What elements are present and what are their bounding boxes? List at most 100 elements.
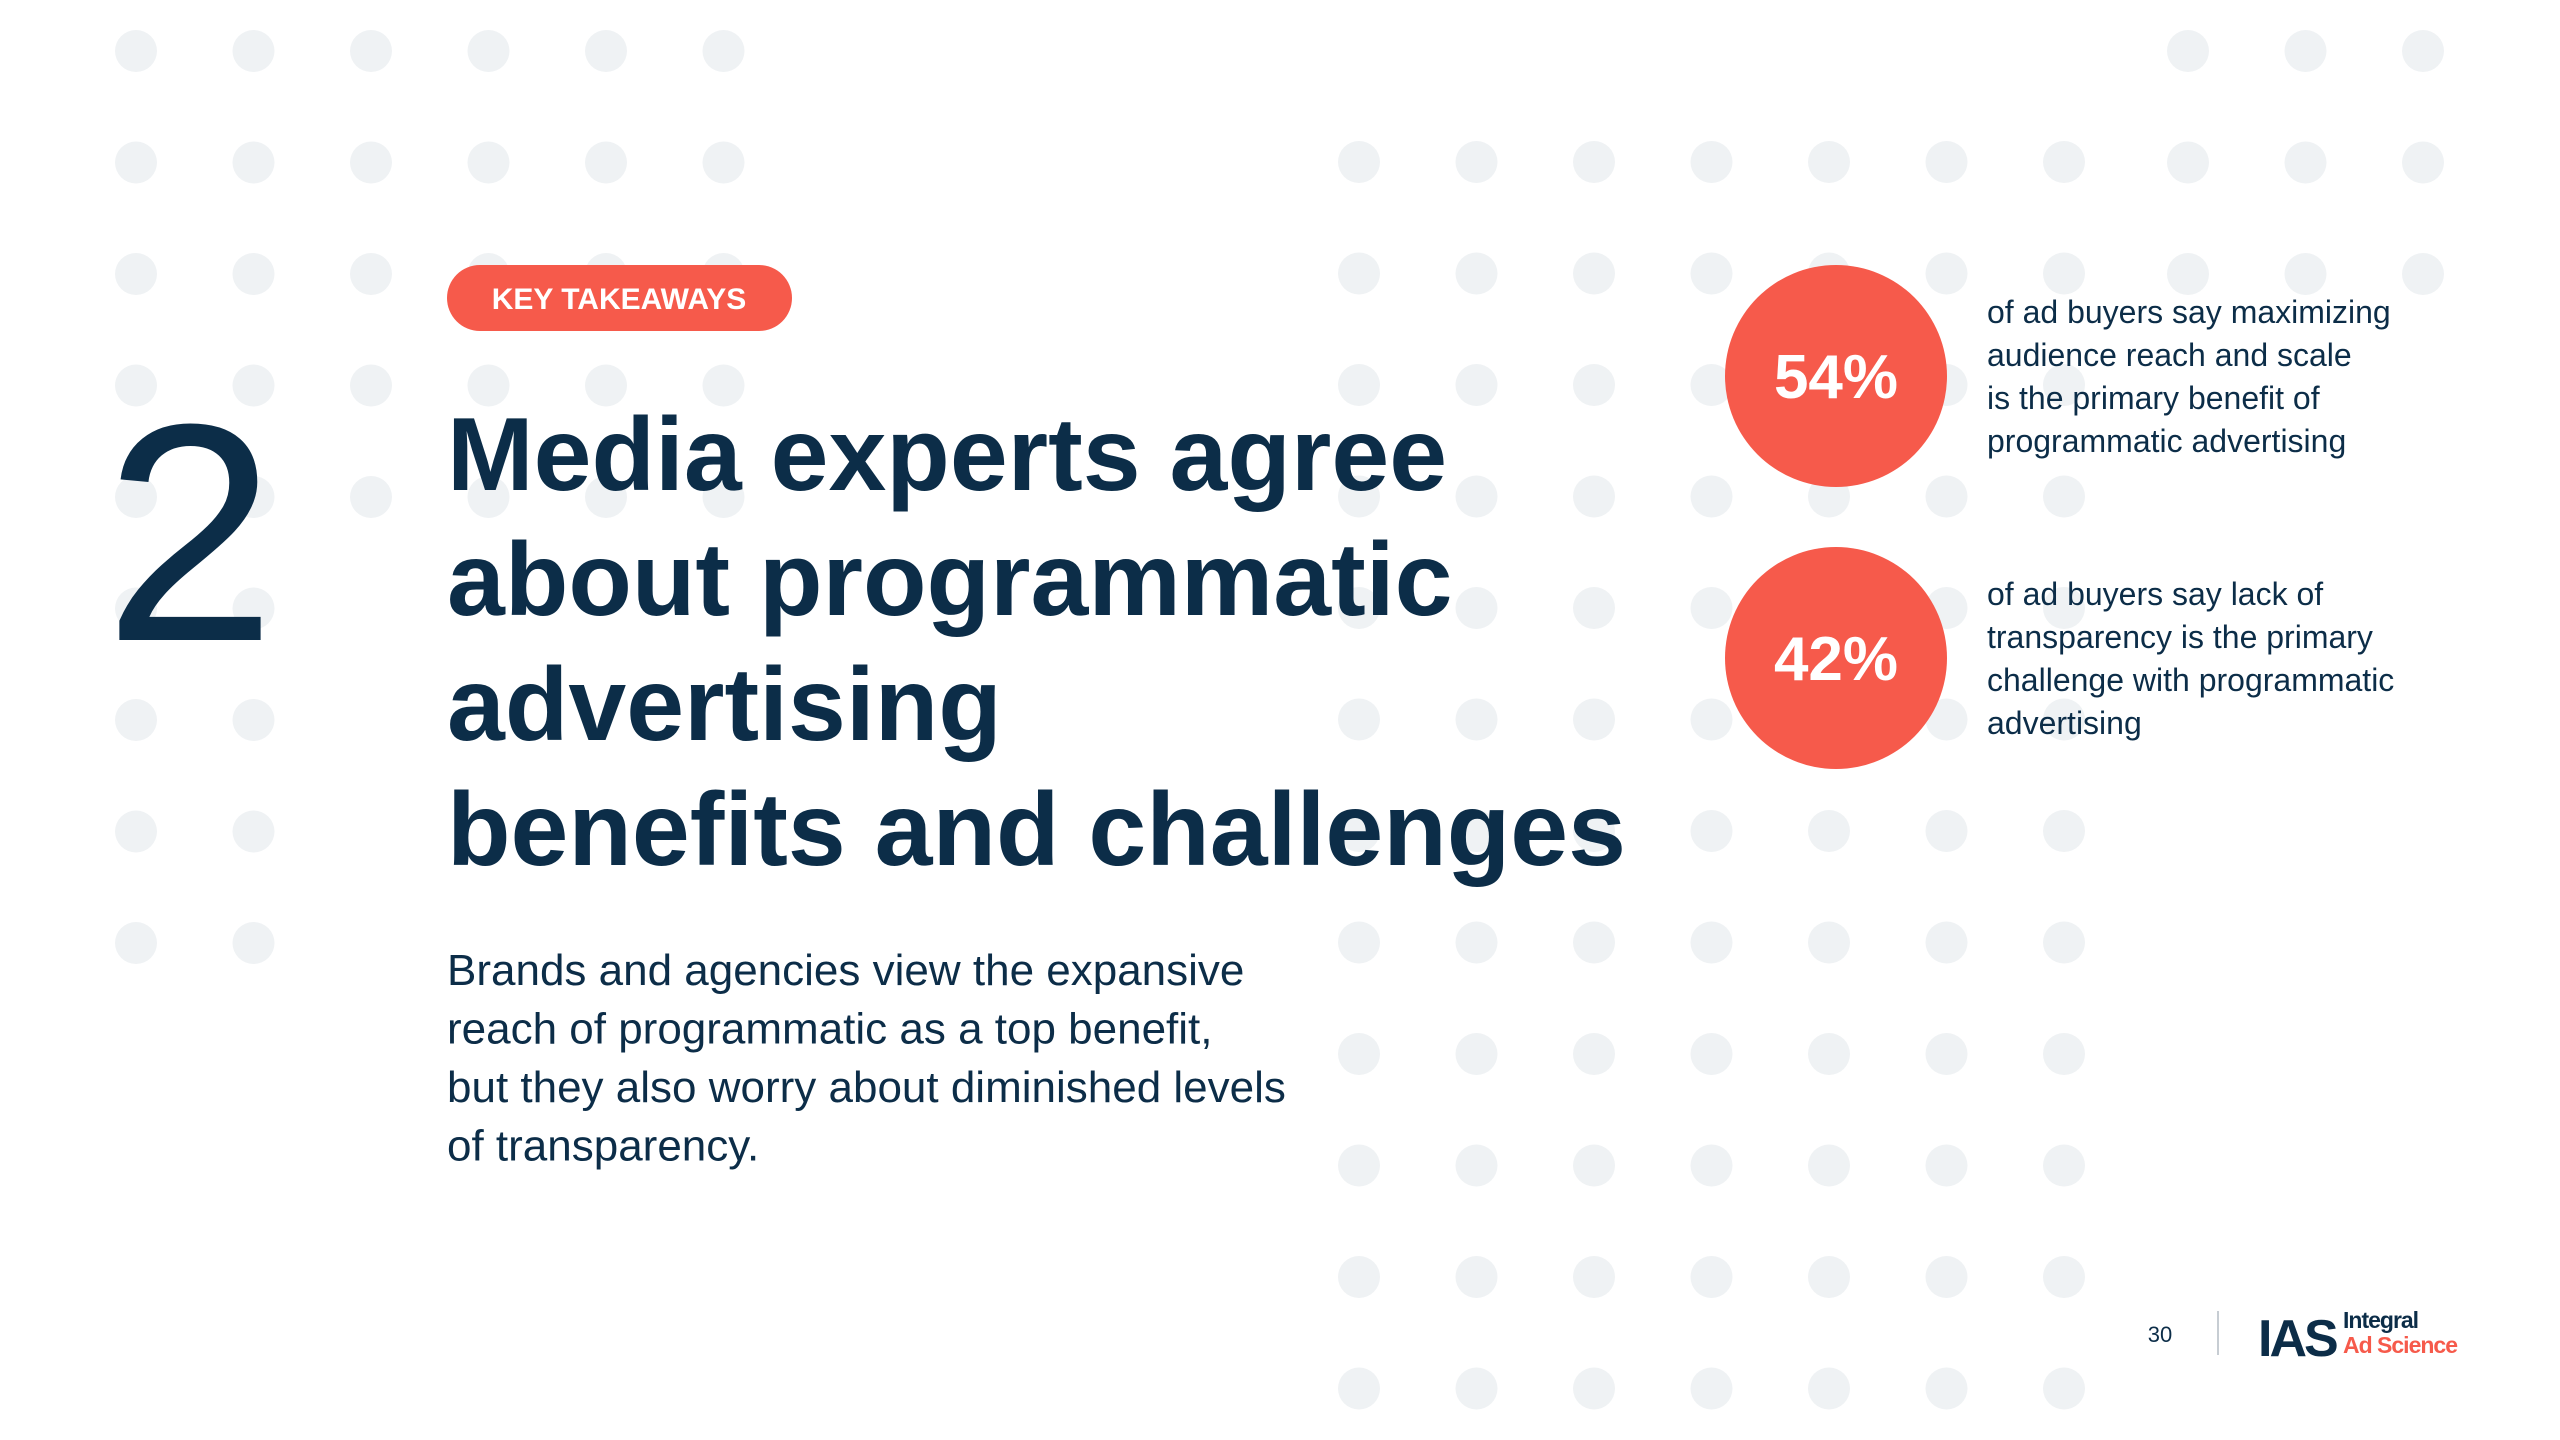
body-line: reach of programmatic as a top benefit,: [447, 1005, 1213, 1054]
dot: [232, 587, 275, 630]
body-line: Brands and agencies view the expansive: [447, 946, 1244, 995]
dot: [702, 476, 745, 518]
dot: [115, 699, 157, 741]
dot: [115, 922, 157, 964]
section-number: 2: [104, 359, 276, 706]
dot: [1690, 698, 1733, 741]
body-line: but they also worry about diminished lev…: [447, 1063, 1286, 1112]
dot: [1690, 1144, 1733, 1187]
dot: [1808, 1256, 1850, 1298]
dot: [232, 810, 275, 853]
badge-pill: [447, 265, 792, 331]
dot: [1925, 1256, 1968, 1298]
dot: [115, 253, 157, 295]
dot: [2043, 587, 2085, 629]
stat-description: is the primary benefit of: [1987, 380, 2320, 416]
dot: [350, 364, 392, 407]
dot: [115, 141, 157, 184]
logo-name: Ad Science: [2343, 1332, 2457, 1358]
dot: [350, 253, 392, 295]
dot: [467, 30, 510, 72]
dot: [2284, 30, 2327, 72]
dot: [1573, 1367, 1615, 1410]
dot: [1455, 698, 1498, 741]
dot: [2402, 141, 2444, 184]
dot: [1808, 1144, 1850, 1187]
dot: [115, 810, 157, 853]
dot: [115, 364, 157, 407]
dot: [1338, 252, 1380, 295]
stat-description: of ad buyers say lack of: [1987, 576, 2323, 612]
dot: [1338, 1033, 1380, 1075]
dot: [1573, 252, 1615, 295]
dot: [1455, 1144, 1498, 1187]
dot: [1925, 1033, 1968, 1075]
dot: [1690, 1256, 1733, 1298]
dot: [702, 30, 745, 72]
dot: [1925, 1144, 1968, 1187]
dot: [1690, 252, 1733, 295]
dot: [1338, 698, 1380, 741]
dot: [585, 30, 627, 72]
dot: [232, 699, 275, 741]
dot: [1455, 810, 1498, 852]
dot: [1338, 475, 1380, 518]
dot: [1338, 364, 1380, 406]
dot: [232, 30, 275, 72]
dot: [1455, 1256, 1498, 1298]
dot: [232, 141, 275, 184]
dot: [2284, 253, 2327, 295]
dot: [702, 364, 745, 407]
dot: [2043, 252, 2085, 295]
dot: [115, 587, 157, 630]
dot: [1925, 141, 1968, 183]
dot: [1573, 1033, 1615, 1075]
dot: [1455, 141, 1498, 183]
stat-value: 54%: [1774, 343, 1898, 412]
dot: [702, 141, 745, 184]
dot: [1338, 921, 1380, 964]
dot: [1573, 810, 1615, 852]
dot: [2043, 698, 2085, 741]
dot: [232, 922, 275, 964]
dot: [1573, 1144, 1615, 1187]
dot: [115, 30, 157, 72]
dot: [1925, 698, 1968, 741]
dot: [1690, 475, 1733, 518]
dot: [1573, 475, 1615, 518]
dot: [467, 141, 510, 184]
dot: [115, 476, 157, 518]
dot: [1573, 1256, 1615, 1298]
dot: [1925, 475, 1968, 518]
headline-line: about programmatic: [447, 522, 1452, 638]
badge-text: KEY TAKEAWAYS: [492, 283, 747, 316]
dot: [1338, 1144, 1380, 1187]
headline-line: benefits and challenges: [447, 772, 1626, 888]
page-number: 30: [2148, 1322, 2172, 1347]
dot: [2043, 475, 2085, 518]
dot: [1338, 810, 1380, 852]
dot: [1690, 810, 1733, 852]
dot: [2167, 30, 2209, 72]
dot: [1455, 475, 1498, 518]
dot: [2284, 141, 2327, 184]
dot: [1925, 252, 1968, 295]
dot: [1808, 810, 1850, 852]
headline-line: advertising: [447, 647, 1002, 763]
dot: [350, 141, 392, 184]
dot: [1455, 587, 1498, 629]
dot: [1690, 587, 1733, 629]
dot: [1925, 810, 1968, 852]
dot: [2402, 253, 2444, 295]
dot: [1808, 141, 1850, 183]
dot: [1455, 364, 1498, 406]
dot: [2043, 141, 2085, 183]
dot: [1338, 1367, 1380, 1410]
logo-name: Integral: [2343, 1307, 2418, 1333]
stat-description: transparency is the primary: [1987, 619, 2373, 655]
dot: [2167, 253, 2209, 295]
dot: [1455, 921, 1498, 964]
dot: [2043, 921, 2085, 964]
dot: [2043, 1256, 2085, 1298]
dot: [232, 476, 275, 518]
